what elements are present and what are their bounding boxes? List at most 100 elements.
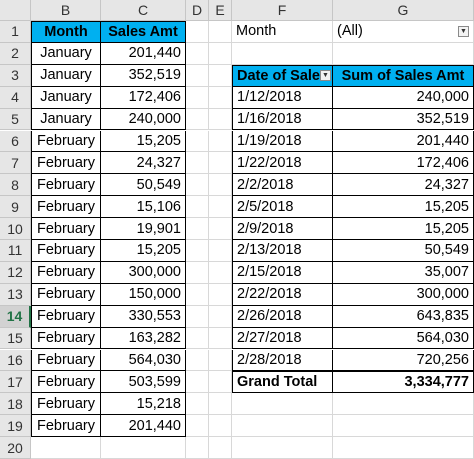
- cell[interactable]: [333, 437, 474, 459]
- cell[interactable]: [31, 437, 101, 459]
- pivot-value-cell[interactable]: 720,256: [333, 349, 474, 372]
- pivot-value-cell[interactable]: 50,549: [333, 240, 474, 262]
- cell[interactable]: [209, 218, 232, 240]
- pivot-date-cell[interactable]: 1/12/2018: [232, 86, 333, 109]
- cell[interactable]: [209, 371, 232, 394]
- cell[interactable]: [209, 240, 232, 262]
- source-sales-cell[interactable]: 564,030: [101, 349, 186, 372]
- cell[interactable]: [101, 437, 186, 459]
- grand-total-label[interactable]: Grand Total: [232, 371, 333, 394]
- cell[interactable]: [186, 174, 209, 197]
- cell[interactable]: [186, 283, 209, 306]
- source-month-cell[interactable]: February: [31, 174, 101, 197]
- pivot-date-cell[interactable]: 2/2/2018: [232, 174, 333, 197]
- cell[interactable]: [186, 42, 209, 65]
- row-header-3[interactable]: 3: [0, 64, 31, 87]
- source-month-cell[interactable]: February: [31, 240, 101, 262]
- source-month-cell[interactable]: February: [31, 196, 101, 219]
- cell[interactable]: [209, 86, 232, 109]
- pivot-header-date-of-sale[interactable]: Date of Sale: [232, 64, 333, 87]
- source-sales-cell[interactable]: 201,440: [101, 42, 186, 65]
- source-header-sales-amt[interactable]: Sales Amt: [101, 21, 186, 43]
- cell[interactable]: [209, 349, 232, 372]
- source-header-month[interactable]: Month: [31, 21, 101, 43]
- row-labels-dropdown-icon[interactable]: ▼: [320, 69, 331, 81]
- pivot-date-cell[interactable]: 2/9/2018: [232, 218, 333, 240]
- source-sales-cell[interactable]: 150,000: [101, 283, 186, 306]
- source-month-cell[interactable]: February: [31, 371, 101, 394]
- source-sales-cell[interactable]: 15,106: [101, 196, 186, 219]
- cell[interactable]: [186, 261, 209, 284]
- source-month-cell[interactable]: February: [31, 415, 101, 438]
- pivot-date-cell[interactable]: 2/13/2018: [232, 240, 333, 262]
- cell[interactable]: [209, 152, 232, 175]
- row-header-17[interactable]: 17: [0, 371, 31, 394]
- cell[interactable]: [209, 393, 232, 416]
- pivot-date-cell[interactable]: 2/27/2018: [232, 327, 333, 350]
- row-header-18[interactable]: 18: [0, 393, 31, 416]
- pivot-date-cell[interactable]: 1/16/2018: [232, 108, 333, 131]
- pivot-date-cell[interactable]: 2/5/2018: [232, 196, 333, 219]
- row-header-16[interactable]: 16: [0, 349, 31, 372]
- cell[interactable]: [186, 130, 209, 153]
- pivot-value-cell[interactable]: 15,205: [333, 218, 474, 240]
- cell[interactable]: [209, 327, 232, 350]
- source-sales-cell[interactable]: 352,519: [101, 64, 186, 87]
- row-header-13[interactable]: 13: [0, 283, 31, 306]
- cell[interactable]: [209, 196, 232, 219]
- cell[interactable]: [232, 437, 333, 459]
- row-header-12[interactable]: 12: [0, 261, 31, 284]
- source-month-cell[interactable]: February: [31, 393, 101, 416]
- source-sales-cell[interactable]: 300,000: [101, 261, 186, 284]
- pivot-date-cell[interactable]: 2/26/2018: [232, 305, 333, 328]
- pivot-value-cell[interactable]: 240,000: [333, 86, 474, 109]
- grand-total-value[interactable]: 3,334,777: [333, 371, 474, 394]
- source-sales-cell[interactable]: 201,440: [101, 415, 186, 438]
- pivot-value-cell[interactable]: 201,440: [333, 130, 474, 153]
- source-month-cell[interactable]: January: [31, 64, 101, 87]
- cell[interactable]: [209, 64, 232, 87]
- column-header-c[interactable]: C: [101, 0, 186, 21]
- cell[interactable]: [209, 437, 232, 459]
- cell[interactable]: [209, 283, 232, 306]
- cell[interactable]: [186, 349, 209, 372]
- pivot-value-cell[interactable]: 172,406: [333, 152, 474, 175]
- row-header-4[interactable]: 4: [0, 86, 31, 109]
- row-header-2[interactable]: 2: [0, 42, 31, 65]
- cell[interactable]: [186, 64, 209, 87]
- cell[interactable]: [209, 415, 232, 438]
- cell[interactable]: [186, 327, 209, 350]
- cell[interactable]: [232, 393, 333, 416]
- cell[interactable]: [186, 86, 209, 109]
- row-header-1[interactable]: 1: [0, 21, 31, 43]
- source-month-cell[interactable]: January: [31, 86, 101, 109]
- pivot-value-cell[interactable]: 564,030: [333, 327, 474, 350]
- source-month-cell[interactable]: February: [31, 130, 101, 153]
- pivot-value-cell[interactable]: 352,519: [333, 108, 474, 131]
- column-header-d[interactable]: D: [186, 0, 209, 21]
- source-sales-cell[interactable]: 15,218: [101, 393, 186, 416]
- column-header-f[interactable]: F: [232, 0, 333, 21]
- pivot-value-cell[interactable]: 300,000: [333, 283, 474, 306]
- column-header-g[interactable]: G: [333, 0, 474, 21]
- cell[interactable]: [232, 42, 333, 65]
- row-header-7[interactable]: 7: [0, 152, 31, 175]
- pivot-filter-value[interactable]: (All): [333, 21, 474, 43]
- cell[interactable]: [209, 261, 232, 284]
- source-month-cell[interactable]: February: [31, 261, 101, 284]
- source-sales-cell[interactable]: 240,000: [101, 108, 186, 131]
- source-sales-cell[interactable]: 163,282: [101, 327, 186, 350]
- source-month-cell[interactable]: January: [31, 108, 101, 131]
- cell[interactable]: [186, 415, 209, 438]
- pivot-date-cell[interactable]: 1/19/2018: [232, 130, 333, 153]
- row-header-10[interactable]: 10: [0, 218, 31, 240]
- cell[interactable]: [209, 174, 232, 197]
- cell[interactable]: [186, 393, 209, 416]
- cell[interactable]: [209, 42, 232, 65]
- cell[interactable]: [186, 196, 209, 219]
- cell[interactable]: [186, 371, 209, 394]
- source-month-cell[interactable]: February: [31, 305, 101, 328]
- filter-dropdown-icon[interactable]: ▼: [458, 26, 469, 37]
- cell[interactable]: [209, 108, 232, 131]
- cell[interactable]: [333, 393, 474, 416]
